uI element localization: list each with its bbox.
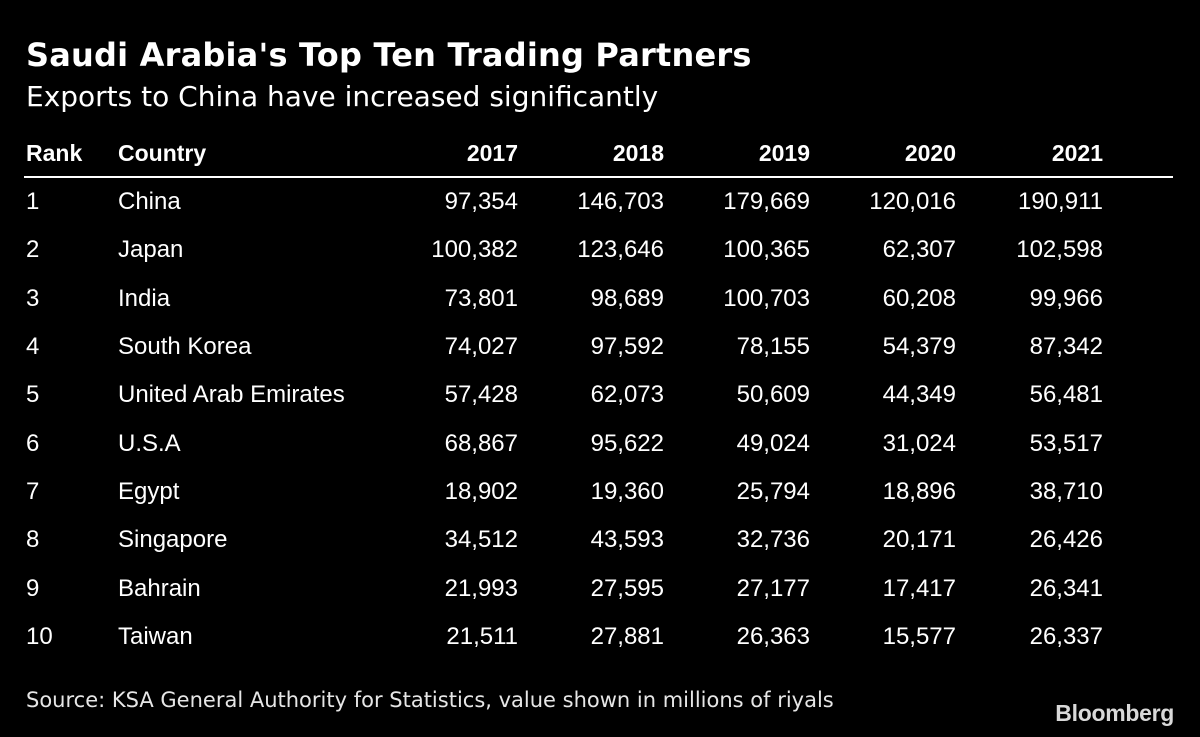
header-country: Country — [118, 139, 207, 166]
cell-2020: 17,417 — [882, 574, 956, 602]
cell-2019: 26,363 — [736, 622, 810, 650]
cell-2018: 43,593 — [590, 526, 664, 554]
bloomberg-logo: Bloomberg — [1055, 700, 1174, 726]
cell-country: United Arab Emirates — [118, 381, 345, 409]
cell-country: Bahrain — [118, 574, 201, 602]
cell-rank: 2 — [26, 236, 40, 264]
table-row: 1 China 97,354 146,703 179,669 120,016 190,911 — [24, 178, 1173, 226]
cell-country: China — [118, 188, 181, 216]
cell-2020: 18,896 — [882, 477, 956, 505]
cell-2019: 25,794 — [736, 477, 810, 505]
cell-2020: 120,016 — [869, 188, 956, 216]
cell-2019: 100,365 — [723, 236, 810, 264]
cell-2018: 123,646 — [577, 236, 664, 264]
cell-2019: 50,609 — [736, 381, 810, 409]
cell-country: Taiwan — [118, 622, 193, 650]
header-2019: 2019 — [758, 139, 810, 166]
trading-partners-table: Rank Country 2017 2018 2019 2020 2021 1 C… — [24, 130, 1173, 661]
cell-2017: 21,511 — [446, 622, 518, 650]
cell-2020: 31,024 — [882, 429, 956, 457]
cell-2017: 57,428 — [444, 381, 518, 409]
table-body: 1 China 97,354 146,703 179,669 120,016 190,911… — [24, 178, 1173, 661]
table-row: 10 Taiwan 21,511 27,881 26,363 15,577 26,337 — [24, 613, 1173, 661]
cell-2020: 60,208 — [882, 284, 956, 312]
cell-2020: 15,577 — [882, 622, 956, 650]
cell-2017: 74,027 — [444, 333, 518, 361]
cell-2019: 100,703 — [723, 284, 810, 312]
table-row: 9 Bahrain 21,993 27,595 27,177 17,417 26,341 — [24, 564, 1173, 612]
chart-subtitle: Exports to China have increased signific… — [26, 80, 659, 113]
cell-rank: 6 — [26, 429, 40, 457]
cell-2021: 56,481 — [1029, 381, 1103, 409]
cell-2018: 146,703 — [577, 188, 664, 216]
cell-2021: 38,710 — [1029, 477, 1103, 505]
cell-2020: 44,349 — [882, 381, 956, 409]
table-row: 4 South Korea 74,027 97,592 78,155 54,379 87,3… — [24, 323, 1173, 371]
cell-2019: 32,736 — [736, 526, 810, 554]
cell-2018: 98,689 — [590, 284, 664, 312]
cell-2017: 21,993 — [444, 574, 518, 602]
header-2017: 2017 — [466, 139, 518, 166]
cell-rank: 9 — [26, 574, 40, 602]
table-header-row: Rank Country 2017 2018 2019 2020 2021 — [24, 130, 1173, 178]
cell-2020: 54,379 — [882, 333, 956, 361]
cell-rank: 5 — [26, 381, 40, 409]
cell-2020: 62,307 — [882, 236, 956, 264]
cell-rank: 10 — [26, 622, 53, 650]
cell-rank: 4 — [26, 333, 40, 361]
cell-2021: 87,342 — [1029, 333, 1103, 361]
header-2021: 2021 — [1051, 139, 1103, 166]
header-2020: 2020 — [904, 139, 956, 166]
cell-2017: 97,354 — [444, 188, 518, 216]
cell-2021: 190,911 — [1018, 188, 1103, 216]
cell-2020: 20,171 — [882, 526, 956, 554]
cell-2018: 27,595 — [590, 574, 664, 602]
cell-2018: 95,622 — [590, 429, 664, 457]
table-row: 6 U.S.A 68,867 95,622 49,024 31,024 53,517 — [24, 419, 1173, 467]
table-row: 8 Singapore 34,512 43,593 32,736 20,171 26,426 — [24, 516, 1173, 564]
table-row: 5 United Arab Emirates 57,428 62,073 50,609 4… — [24, 371, 1173, 419]
cell-country: Singapore — [118, 526, 228, 554]
cell-2018: 97,592 — [590, 333, 664, 361]
cell-2018: 27,881 — [590, 622, 664, 650]
chart-title: Saudi Arabia's Top Ten Trading Partners — [26, 36, 752, 74]
cell-country: South Korea — [118, 333, 252, 361]
cell-2018: 19,360 — [590, 477, 664, 505]
cell-country: Egypt — [118, 477, 180, 505]
cell-2021: 99,966 — [1029, 284, 1103, 312]
cell-2017: 73,801 — [444, 284, 518, 312]
cell-rank: 3 — [26, 284, 40, 312]
cell-2019: 49,024 — [736, 429, 810, 457]
cell-2017: 18,902 — [444, 477, 518, 505]
table-row: 2 Japan 100,382 123,646 100,365 62,307 102,598 — [24, 226, 1173, 274]
cell-2019: 27,177 — [736, 574, 810, 602]
cell-country: U.S.A — [118, 429, 181, 457]
cell-2017: 100,382 — [431, 236, 518, 264]
cell-2017: 68,867 — [444, 429, 518, 457]
cell-2021: 26,426 — [1029, 526, 1103, 554]
cell-country: India — [118, 284, 171, 312]
cell-2017: 34,512 — [444, 526, 518, 554]
cell-2021: 53,517 — [1029, 429, 1103, 457]
cell-2018: 62,073 — [590, 381, 664, 409]
table-row: 7 Egypt 18,902 19,360 25,794 18,896 38,710 — [24, 468, 1173, 516]
cell-2021: 102,598 — [1016, 236, 1103, 264]
cell-2019: 179,669 — [723, 188, 810, 216]
cell-2021: 26,337 — [1029, 622, 1103, 650]
cell-2021: 26,341 — [1029, 574, 1103, 602]
cell-rank: 1 — [26, 188, 40, 216]
cell-2019: 78,155 — [736, 333, 810, 361]
cell-rank: 7 — [26, 477, 40, 505]
header-2018: 2018 — [612, 139, 664, 166]
cell-country: Japan — [118, 236, 184, 264]
header-rank: Rank — [26, 139, 83, 166]
table-row: 3 India 73,801 98,689 100,703 60,208 99,966 — [24, 275, 1173, 323]
cell-rank: 8 — [26, 526, 40, 554]
source-note: Source: KSA General Authority for Statis… — [26, 688, 834, 712]
